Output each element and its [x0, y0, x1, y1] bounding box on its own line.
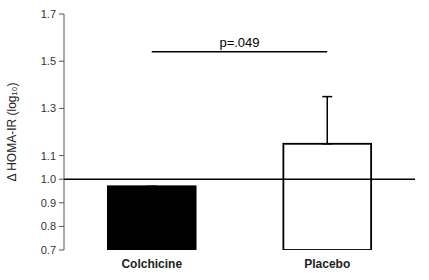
- y-tick: [59, 179, 64, 180]
- error-cap: [147, 186, 157, 188]
- reference-line: [64, 178, 415, 180]
- bar: [108, 186, 196, 250]
- bracket-label: p=.049: [219, 35, 259, 50]
- y-axis-label: Δ HOMA-IR (log₁₀): [5, 82, 19, 181]
- error-cap: [322, 96, 332, 98]
- y-axis-line: [64, 14, 65, 250]
- error-cap: [322, 143, 332, 145]
- y-tick-label: 1.3: [41, 102, 56, 114]
- y-tick: [59, 202, 64, 203]
- y-tick: [59, 61, 64, 62]
- y-tick: [59, 14, 64, 15]
- y-tick-label: 0.7: [41, 244, 56, 256]
- y-tick-label: 1.7: [41, 8, 56, 20]
- error-line: [327, 97, 329, 144]
- error-cap: [147, 228, 157, 230]
- y-tick-label: 1.5: [41, 55, 56, 67]
- bar: [283, 144, 371, 250]
- y-tick: [59, 250, 64, 251]
- y-tick-label: 1.0: [41, 173, 56, 185]
- y-tick-label: 1.1: [41, 150, 56, 162]
- y-tick: [59, 226, 64, 227]
- y-axis: 0.7 0.8 0.9 1.0 1.1 1.3 1.5 1.7: [41, 8, 64, 256]
- x-tick-label: Colchicine: [121, 257, 182, 271]
- y-tick-label: 0.8: [41, 220, 56, 232]
- y-tick-label: 0.9: [41, 197, 56, 209]
- error-bar: [147, 186, 157, 228]
- error-line: [151, 186, 153, 228]
- y-tick: [59, 108, 64, 109]
- y-tick: [59, 155, 64, 156]
- x-tick-label: Placebo: [304, 257, 350, 271]
- chart: 0.7 0.8 0.9 1.0 1.1 1.3 1.5 1.7 Δ HOMA-IR (log₁₀…: [0, 0, 429, 280]
- plot-area: [64, 52, 415, 250]
- error-bar: [322, 97, 332, 144]
- bracket: [152, 51, 328, 53]
